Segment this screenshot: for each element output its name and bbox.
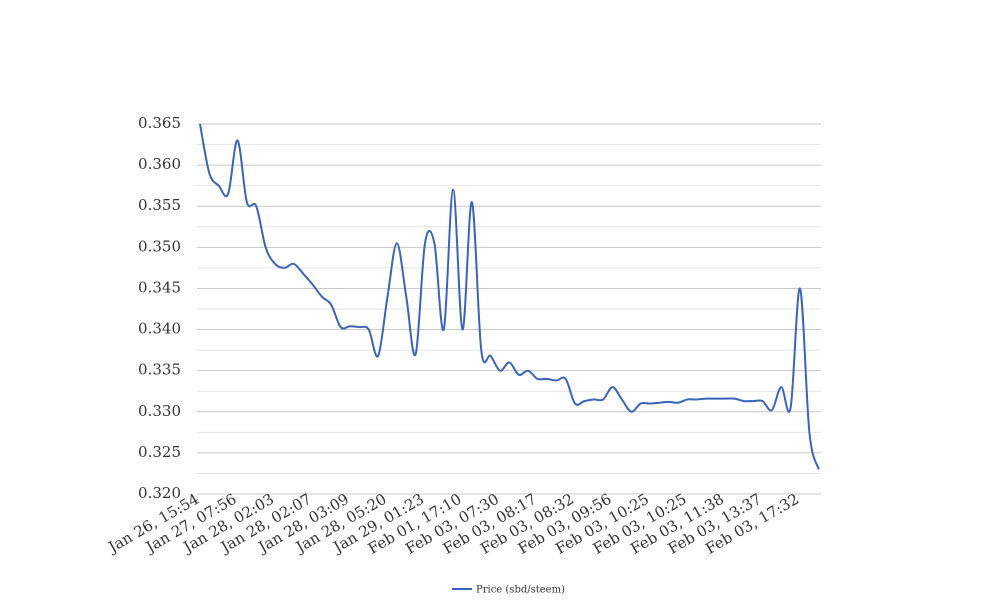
y-tick-label: 0.350 (138, 237, 181, 255)
y-tick-label: 0.320 (138, 484, 181, 502)
y-tick-label: 0.335 (138, 361, 181, 379)
y-tick-label: 0.345 (138, 278, 181, 296)
line (199, 123, 820, 470)
y-tick-label: 0.360 (138, 155, 181, 173)
y-tick-label: 0.355 (138, 196, 181, 214)
legend-label: Price (sbd/steem) (476, 585, 565, 596)
y-tick-label: 0.340 (138, 320, 181, 338)
y-tick-label: 0.330 (138, 402, 181, 420)
y-tick-label: 0.365 (138, 114, 181, 132)
y-tick-label: 0.325 (138, 443, 181, 461)
